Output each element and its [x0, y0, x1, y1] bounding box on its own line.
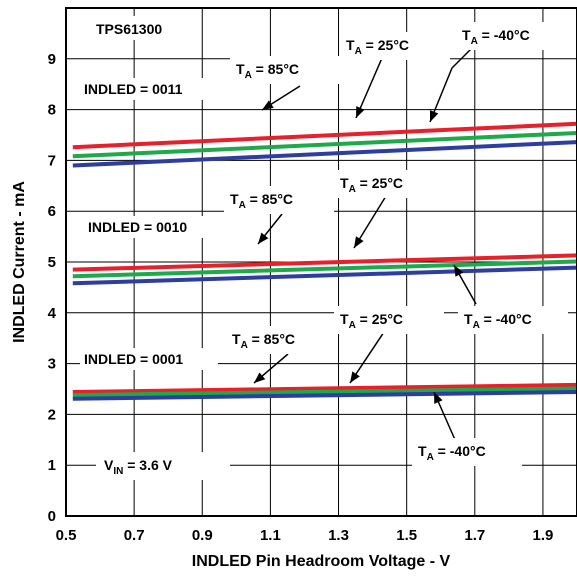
x-tick-label: 1.3: [328, 527, 349, 544]
y-tick-label: 0: [48, 508, 56, 525]
series-line-0001-m40: [72, 390, 577, 401]
x-tick-label: 0.7: [124, 527, 145, 544]
ta-label-25-0011: TA = 25°C: [346, 37, 409, 57]
series-line-0011-25: [72, 131, 577, 159]
y-axis-title: INDLED Current - mA: [11, 181, 28, 343]
arrow-head: [454, 265, 464, 277]
arrow-head: [434, 392, 443, 404]
series-lines: [72, 121, 577, 401]
arrow-head: [258, 232, 269, 244]
y-tick-label: 2: [48, 406, 56, 423]
x-tick-label: 1.9: [533, 527, 554, 544]
y-tick-label: 1: [48, 457, 56, 474]
x-axis-title: INDLED Pin Headroom Voltage - V: [192, 553, 451, 570]
y-tick-label: 8: [48, 102, 56, 119]
x-tick-label: 1.1: [260, 527, 281, 544]
arrow-head: [262, 100, 274, 110]
series-line-0010-m40: [72, 265, 577, 286]
annotation-backgrounds: [80, 16, 568, 480]
ta-label-m40-0011: TA = -40°C: [462, 27, 530, 47]
arrow-head: [354, 236, 364, 248]
x-tick-label: 0.9: [192, 527, 213, 544]
x-tick-label: 1.7: [464, 527, 485, 544]
indled-0011-label: INDLED = 0011: [84, 81, 183, 97]
ta-label-25-0010: TA = 25°C: [340, 175, 403, 195]
arrow-head: [350, 371, 360, 383]
vin-label: VIN = 3.6 V: [104, 457, 173, 477]
x-tick-label: 0.5: [56, 527, 77, 544]
arrow-head: [429, 110, 439, 122]
y-tick-label: 9: [48, 51, 56, 68]
y-tick-label: 6: [48, 203, 56, 220]
y-tick-label: 4: [48, 305, 57, 322]
y-tick-label: 5: [48, 254, 56, 271]
device-label: TPS61300: [96, 21, 162, 37]
ta-label-25-0001: TA = 25°C: [340, 311, 403, 331]
indled-0010-label: INDLED = 0010: [88, 219, 187, 235]
y-tick-label: 3: [48, 356, 56, 373]
y-tick-label: 7: [48, 152, 56, 169]
annotation-arrows: [253, 43, 477, 443]
ta-label-85-0001: TA = 85°C: [232, 331, 295, 351]
ta-label-m40-0001: TA = -40°C: [418, 443, 486, 463]
series-line-0010-25: [72, 259, 577, 279]
ta-label-m40-0010: TA = -40°C: [464, 311, 532, 331]
series-line-0011-85: [72, 121, 577, 150]
series-line-0011-m40: [72, 140, 577, 168]
series-line-0010-85: [72, 253, 577, 272]
ta-label-85-0010: TA = 85°C: [230, 191, 293, 211]
series-line-0001-85: [72, 382, 577, 394]
ta-label-85-0011: TA = 85°C: [236, 61, 299, 81]
x-tick-label: 1.5: [396, 527, 417, 544]
plot-frame: [65, 7, 577, 517]
arrow-head: [356, 106, 365, 118]
series-line-0001-25: [72, 386, 577, 398]
indled-0001-label: INDLED = 0001: [84, 351, 183, 367]
tick-labels: 0.5 0.7 0.9 1.1 1.3 1.5 1.7 1.9 0 1 2 3 4 5 6 7 8 9: [48, 51, 554, 544]
arrow-head: [254, 372, 266, 383]
